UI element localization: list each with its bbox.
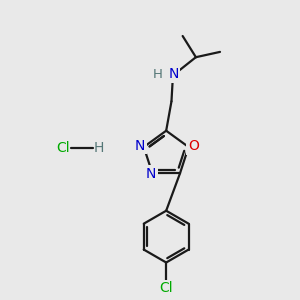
Text: Cl: Cl — [159, 281, 173, 296]
Text: Cl: Cl — [56, 141, 70, 155]
Text: H: H — [93, 141, 104, 155]
Text: N: N — [146, 167, 156, 181]
Text: N: N — [134, 139, 145, 153]
Text: N: N — [168, 67, 179, 81]
Text: H: H — [153, 68, 163, 81]
Text: O: O — [188, 140, 199, 153]
